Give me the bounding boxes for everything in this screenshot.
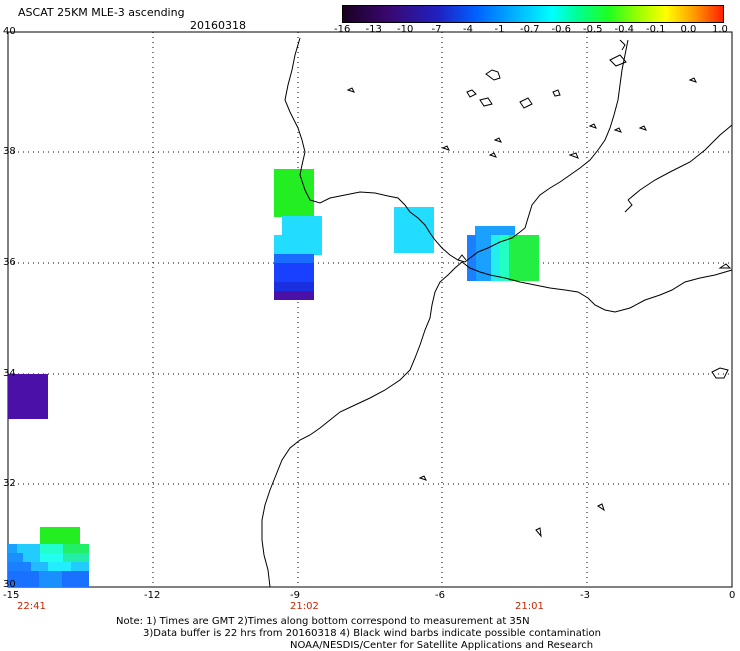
data-cell <box>8 571 40 587</box>
data-cell <box>509 235 539 281</box>
lon-label: -6 <box>435 590 445 601</box>
data-cell <box>8 562 32 572</box>
colorbar-tick-label: -0.5 <box>583 24 603 35</box>
colorbar-tick-label: -7 <box>431 24 442 35</box>
islands <box>346 39 732 538</box>
map-title: ASCAT 25KM MLE-3 ascending <box>18 6 185 19</box>
colorbar-tick-label: 1.0 <box>712 24 728 35</box>
data-cell <box>62 571 89 587</box>
data-cell <box>8 544 18 554</box>
lon-label: -15 <box>3 590 20 601</box>
data-cell <box>500 235 510 281</box>
time-label: 22:41 <box>17 601 46 612</box>
data-cell <box>274 235 322 255</box>
data-cell <box>48 562 72 572</box>
lat-label: 38 <box>3 146 16 157</box>
data-cell <box>8 553 24 563</box>
lon-label: -3 <box>580 590 590 601</box>
colorbar-tick-label: -0.7 <box>520 24 540 35</box>
data-cell <box>40 527 80 545</box>
wind-cells <box>8 169 539 587</box>
time-label: 21:01 <box>515 601 544 612</box>
footer-note-3: NOAA/NESDIS/Center for Satellite Applica… <box>290 640 594 651</box>
colorbar <box>342 5 724 23</box>
data-cell <box>71 562 89 572</box>
map-date: 20160318 <box>190 19 246 32</box>
lon-label: 0 <box>729 590 736 601</box>
coastline <box>261 37 733 588</box>
data-cell <box>467 235 477 281</box>
lat-label: 34 <box>3 368 16 379</box>
time-label: 21:02 <box>290 601 319 612</box>
data-cell <box>63 553 89 563</box>
colorbar-tick-label: -0.1 <box>646 24 666 35</box>
colorbar-tick-label: -0.4 <box>614 24 635 35</box>
data-cell <box>31 562 49 572</box>
data-cell <box>40 553 64 563</box>
lat-label: 36 <box>3 257 16 268</box>
data-cell <box>274 291 314 300</box>
lon-label: -9 <box>290 590 300 601</box>
lat-label: 40 <box>3 26 16 37</box>
colorbar-tick-label: 0.0 <box>680 24 697 35</box>
map-frame <box>7 31 733 588</box>
data-cell <box>63 544 89 554</box>
colorbar-tick-label: -0.6 <box>551 24 572 35</box>
data-cell <box>40 544 64 554</box>
colorbar-tick-label: -1 <box>494 24 505 35</box>
data-cell <box>274 254 314 264</box>
footer-note-1: Note: 1) Times are GMT 2)Times along bot… <box>116 616 530 627</box>
colorbar-tick-label: -10 <box>397 24 414 35</box>
data-cell <box>476 235 492 281</box>
gridlines <box>8 32 732 587</box>
data-cell <box>282 216 322 236</box>
lon-label: -12 <box>144 590 161 601</box>
data-cell <box>17 544 41 554</box>
footer-note-2: 3)Data buffer is 22 hrs from 20160318 4)… <box>143 628 601 639</box>
data-cell <box>491 235 501 281</box>
lat-label: 30 <box>3 579 16 590</box>
lat-label: 32 <box>3 478 16 489</box>
data-cell <box>23 553 41 563</box>
data-cell <box>274 282 314 292</box>
colorbar-tick-label: -13 <box>365 24 382 35</box>
colorbar-gradient <box>343 6 723 22</box>
data-cell <box>475 226 515 236</box>
data-cell <box>8 374 48 419</box>
data-cell <box>274 169 314 217</box>
data-cell <box>39 571 63 587</box>
colorbar-tick-label: -4 <box>463 24 473 35</box>
data-cell <box>274 263 314 283</box>
colorbar-tick-label: -16 <box>334 24 351 35</box>
